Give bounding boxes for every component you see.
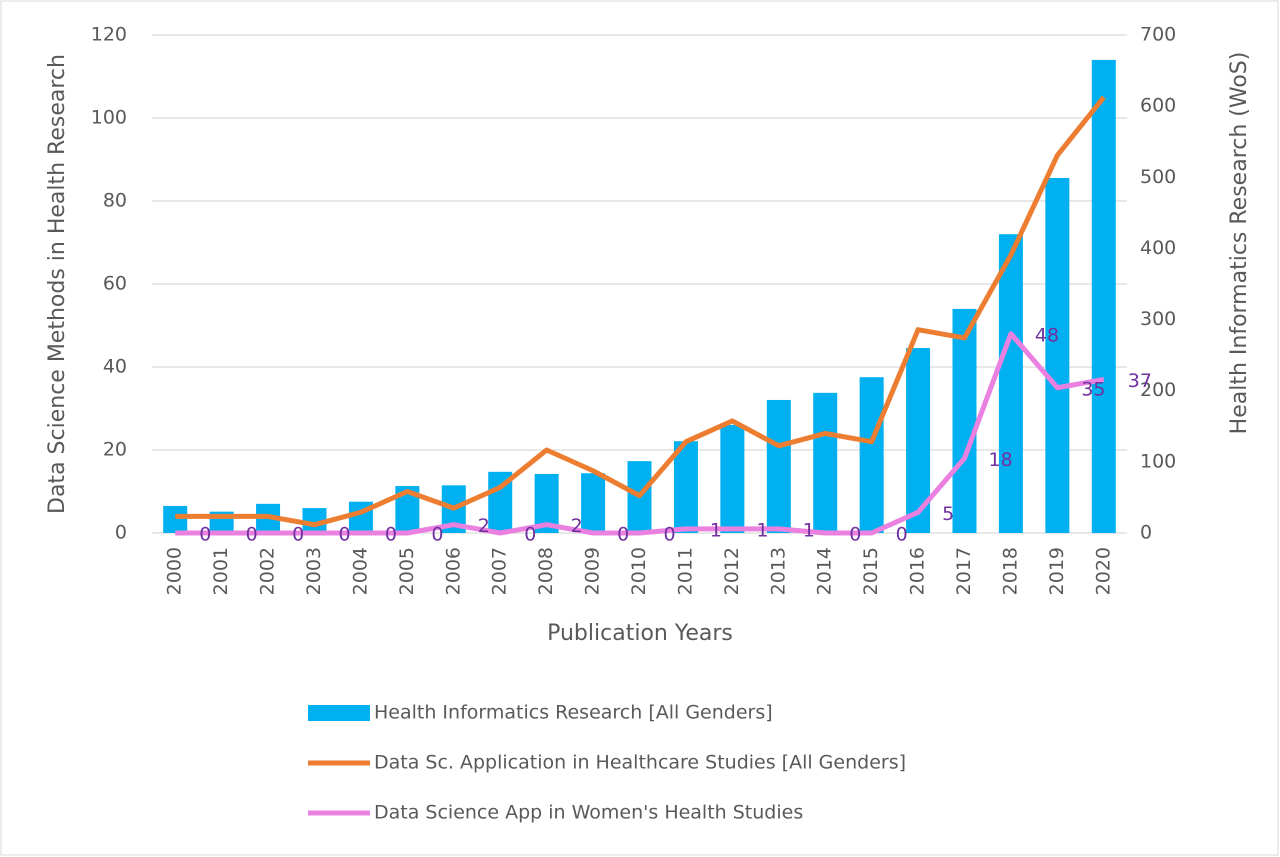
x-tick-label: 2011 bbox=[674, 547, 696, 595]
line-series bbox=[175, 331, 1105, 536]
legend-label: Data Science App in Women's Health Studi… bbox=[374, 802, 803, 824]
data-label: 18 bbox=[989, 449, 1013, 471]
y-tick-label: 60 bbox=[103, 273, 127, 295]
y2-tick-label: 400 bbox=[1140, 237, 1176, 259]
y-tick-label: 120 bbox=[91, 24, 127, 46]
data-label: 0 bbox=[385, 524, 397, 546]
x-tick-label: 2009 bbox=[582, 547, 604, 595]
bar bbox=[581, 473, 606, 533]
line-series bbox=[175, 95, 1106, 528]
y2-axis-title: Health Informatics Research (WoS) bbox=[1227, 52, 1252, 435]
x-tick-label: 2000 bbox=[164, 547, 186, 595]
data-label: 0 bbox=[896, 524, 908, 546]
y-tick-label: 0 bbox=[115, 522, 127, 544]
x-tick-label: 2007 bbox=[489, 547, 511, 595]
data-label: 35 bbox=[1081, 378, 1105, 400]
data-label: 2 bbox=[478, 515, 490, 537]
x-tick-label: 2005 bbox=[396, 547, 418, 595]
bar bbox=[1091, 59, 1116, 534]
y2-tick-label: 700 bbox=[1140, 24, 1176, 46]
bar bbox=[163, 505, 188, 533]
x-tick-label: 2018 bbox=[999, 547, 1021, 595]
data-label: 0 bbox=[524, 524, 536, 546]
x-tick-label: 2003 bbox=[303, 547, 325, 595]
data-label: 1 bbox=[803, 519, 815, 541]
bar bbox=[859, 377, 884, 533]
data-label: 2 bbox=[571, 515, 583, 537]
data-label: 5 bbox=[942, 503, 954, 525]
y2-tick-label: 600 bbox=[1140, 95, 1176, 117]
x-tick-label: 2017 bbox=[953, 547, 975, 595]
y2-tick-label: 100 bbox=[1140, 450, 1176, 472]
x-tick-label: 2002 bbox=[257, 547, 279, 595]
bar bbox=[720, 424, 745, 533]
y-tick-label: 100 bbox=[91, 107, 127, 129]
data-label: 48 bbox=[1035, 324, 1059, 346]
data-label: 0 bbox=[246, 524, 258, 546]
y-tick-label: 80 bbox=[103, 190, 127, 212]
x-tick-label: 2008 bbox=[535, 547, 557, 595]
x-tick-label: 2012 bbox=[721, 547, 743, 595]
data-label: 0 bbox=[849, 524, 861, 546]
bar bbox=[766, 399, 791, 533]
y2-tick-label: 0 bbox=[1140, 522, 1152, 544]
x-tick-label: 2019 bbox=[1046, 547, 1068, 595]
y-tick-label: 20 bbox=[103, 439, 127, 461]
bar bbox=[813, 392, 838, 533]
data-label: 0 bbox=[199, 524, 211, 546]
legend-swatch bbox=[308, 705, 370, 721]
bar bbox=[952, 308, 977, 533]
data-label: 0 bbox=[292, 524, 304, 546]
bar bbox=[998, 234, 1023, 533]
y-axis-title: Data Science Methods in Health Research bbox=[45, 54, 70, 514]
y2-tick-label: 500 bbox=[1140, 166, 1176, 188]
data-label: 0 bbox=[431, 524, 443, 546]
y2-tick-label: 200 bbox=[1140, 379, 1176, 401]
y2-tick-label: 300 bbox=[1140, 308, 1176, 330]
x-tick-label: 2004 bbox=[349, 547, 371, 595]
x-axis-title: Publication Years bbox=[547, 621, 733, 646]
data-label: 0 bbox=[617, 524, 629, 546]
y-tick-label: 40 bbox=[103, 356, 127, 378]
bar bbox=[673, 441, 698, 533]
x-tick-label: 2016 bbox=[907, 547, 929, 595]
x-tick-label: 2020 bbox=[1092, 547, 1114, 595]
data-label: 1 bbox=[710, 519, 722, 541]
data-label: 1 bbox=[756, 519, 768, 541]
x-tick-label: 2001 bbox=[210, 547, 232, 595]
legend-label: Health Informatics Research [All Genders… bbox=[374, 702, 773, 724]
data-label: 0 bbox=[339, 524, 351, 546]
data-label: 37 bbox=[1128, 370, 1152, 392]
legend-label: Data Sc. Application in Healthcare Studi… bbox=[374, 752, 906, 774]
bar bbox=[1045, 177, 1070, 534]
x-tick-label: 2013 bbox=[767, 547, 789, 595]
x-tick-label: 2006 bbox=[442, 547, 464, 595]
x-tick-label: 2010 bbox=[628, 547, 650, 595]
x-tick-label: 2014 bbox=[814, 547, 836, 595]
x-tick-label: 2015 bbox=[860, 547, 882, 595]
data-label: 0 bbox=[664, 524, 676, 546]
